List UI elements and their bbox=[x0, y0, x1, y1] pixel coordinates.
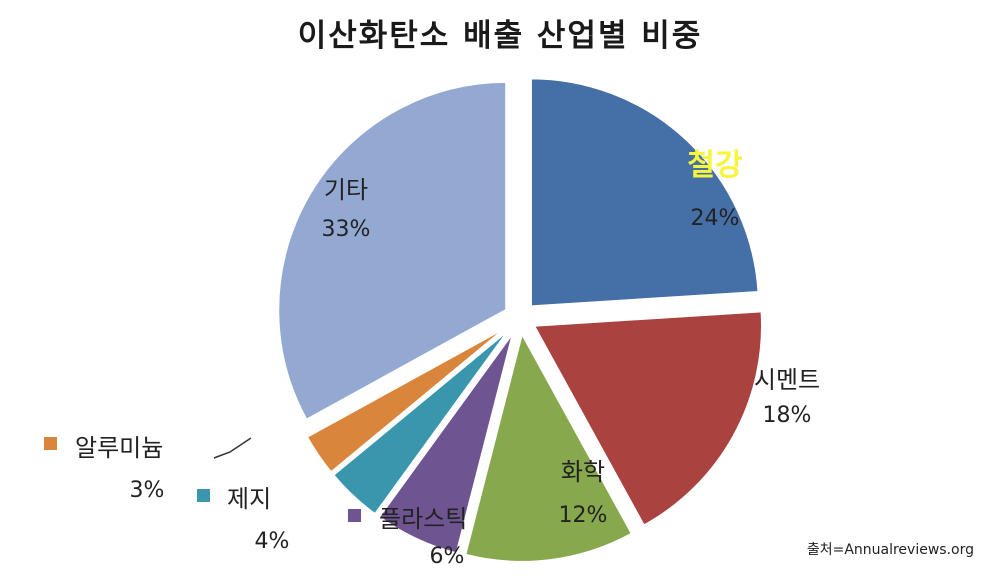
slice-label: 알루미늄 bbox=[75, 434, 163, 462]
pie-slice-5 bbox=[331, 328, 510, 516]
pie-slice-7 bbox=[277, 80, 508, 422]
pie-slice-4 bbox=[377, 331, 515, 555]
slice-percent: 24% bbox=[691, 206, 740, 231]
pie-slice-2 bbox=[532, 310, 764, 527]
leader-line bbox=[213, 437, 252, 459]
source-note: 출처=Annualreviews.org bbox=[806, 542, 974, 558]
slice-label: 시멘트 bbox=[754, 366, 820, 394]
slice-label: 기타 bbox=[324, 176, 368, 204]
slice-percent: 6% bbox=[430, 544, 465, 569]
pie-slice-6 bbox=[305, 326, 508, 474]
legend-swatch bbox=[44, 437, 57, 450]
legend-swatch bbox=[197, 489, 210, 502]
slice-percent: 18% bbox=[763, 403, 812, 428]
slice-percent: 33% bbox=[322, 217, 371, 242]
slice-label: 철강 bbox=[687, 148, 743, 183]
slice-label: 플라스틱 bbox=[379, 505, 467, 533]
chart-title: 이산화탄소 배출 산업별 비중 bbox=[297, 18, 703, 54]
legend-swatch bbox=[348, 509, 361, 522]
pie-slice-1 bbox=[529, 77, 760, 308]
slice-percent: 3% bbox=[130, 478, 165, 503]
slice-percent: 12% bbox=[559, 503, 608, 528]
pie-slice-3 bbox=[464, 331, 634, 563]
slice-label: 제지 bbox=[227, 485, 271, 513]
slice-percent: 4% bbox=[255, 529, 290, 554]
slice-label: 화학 bbox=[561, 458, 605, 486]
